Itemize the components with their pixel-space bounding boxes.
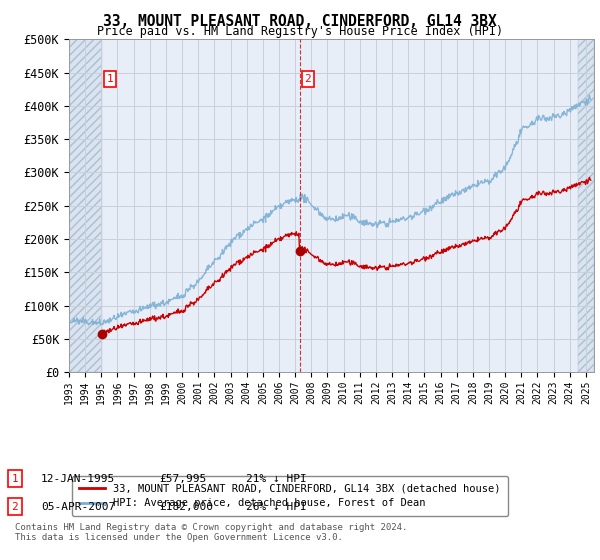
Text: Contains HM Land Registry data © Crown copyright and database right 2024.
This d: Contains HM Land Registry data © Crown c… [15, 522, 407, 542]
Text: 1: 1 [11, 474, 19, 484]
Legend: 33, MOUNT PLEASANT ROAD, CINDERFORD, GL14 3BX (detached house), HPI: Average pri: 33, MOUNT PLEASANT ROAD, CINDERFORD, GL1… [71, 476, 508, 516]
Text: £182,000: £182,000 [159, 502, 213, 512]
Bar [69, 39, 102, 372]
Text: 33, MOUNT PLEASANT ROAD, CINDERFORD, GL14 3BX: 33, MOUNT PLEASANT ROAD, CINDERFORD, GL1… [103, 14, 497, 29]
Text: 05-APR-2007: 05-APR-2007 [41, 502, 115, 512]
Bar [578, 39, 594, 372]
Text: 2: 2 [11, 502, 19, 512]
Text: £57,995: £57,995 [159, 474, 206, 484]
Text: 21% ↓ HPI: 21% ↓ HPI [246, 474, 307, 484]
Text: 2: 2 [304, 74, 311, 84]
Text: 12-JAN-1995: 12-JAN-1995 [41, 474, 115, 484]
Text: 26% ↓ HPI: 26% ↓ HPI [246, 502, 307, 512]
Text: Price paid vs. HM Land Registry's House Price Index (HPI): Price paid vs. HM Land Registry's House … [97, 25, 503, 38]
Text: 1: 1 [107, 74, 113, 84]
